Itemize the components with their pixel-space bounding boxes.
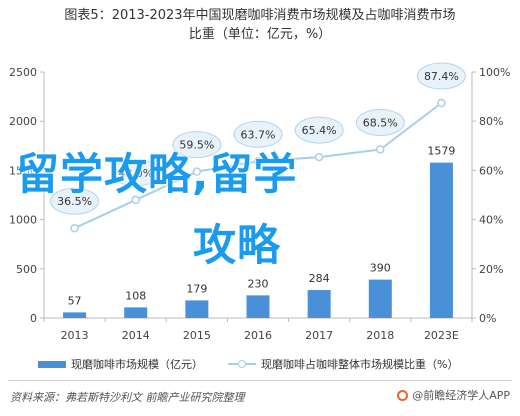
line-value-label: 68.5%: [363, 116, 398, 129]
watermark-line2: 攻略: [193, 221, 281, 271]
y-left-tick-label: 2500: [9, 66, 37, 79]
bar-value-label: 179: [186, 282, 207, 295]
line-value-bubble: [355, 108, 405, 136]
brand: @前瞻经济学人APP: [397, 387, 510, 403]
x-tick-label: 2023E: [424, 329, 459, 342]
bar-value-label: 57: [68, 294, 82, 307]
line-point: [314, 152, 324, 162]
x-tick-label: 2016: [244, 329, 272, 342]
line-point: [70, 223, 79, 233]
line-value-bubble: [50, 187, 100, 215]
bar: [124, 307, 148, 318]
bar-value-label: 230: [248, 277, 269, 290]
legend-line-label: 现磨咖啡占咖啡整体市场规模比重（%）: [261, 358, 459, 371]
y-left-tick-label: 0: [30, 312, 37, 325]
y-right-tick-label: 20%: [479, 263, 503, 276]
x-tick-label: 2015: [183, 329, 211, 342]
line-value-bubble: [233, 120, 283, 148]
brand-logo-icon: [397, 389, 409, 401]
x-tick-label: 2014: [122, 329, 150, 342]
line-value-bubble: [111, 159, 161, 187]
line-point: [437, 98, 446, 108]
y-right-tick-label: 80%: [479, 115, 503, 128]
chart-title-line2: 比重（单位：亿元，%）: [188, 27, 332, 42]
bar: [63, 312, 87, 318]
line-value-label: 36.5%: [57, 195, 92, 208]
legend-bar-swatch: [38, 360, 66, 368]
chart-title: 图表5：2013-2023年中国现磨咖啡消费市场规模及占咖啡消费市场 比重（单位…: [8, 6, 512, 44]
bar-value-label: 108: [125, 289, 146, 302]
line-value-label: 63.7%: [241, 128, 276, 141]
line-value-bubble: [416, 62, 466, 90]
x-tick-label: 2013: [61, 329, 89, 342]
bar: [185, 300, 209, 318]
line-point: [131, 195, 140, 205]
bar-value-label: 1579: [427, 145, 455, 158]
y-right-tick-label: 0%: [479, 312, 496, 325]
y-left-tick-label: 1000: [9, 214, 37, 227]
source-note: 资料来源：弗若斯特沙利文 前瞻产业研究院整理: [10, 391, 245, 404]
bar: [246, 295, 270, 318]
x-tick-label: 2018: [366, 329, 394, 342]
y-right-tick-label: 40%: [479, 214, 503, 227]
legend-item-line: 现磨咖啡占咖啡整体市场规模比重（%）: [228, 356, 458, 372]
bar-value-label: 284: [309, 272, 330, 285]
line-point: [253, 157, 263, 166]
combo-chart: 0 500 1000 1500 2000 2500 0% 20% 40% 60% 80% 100% 20…: [9, 62, 510, 342]
brand-label: @前瞻经济学人APP: [412, 389, 510, 402]
line-value-bubble: [172, 131, 222, 159]
legend-bar-label: 现磨咖啡市场规模（亿元）: [71, 358, 203, 371]
bar: [307, 290, 331, 318]
chart-legend: 现磨咖啡市场规模（亿元） 现磨咖啡占咖啡整体市场规模比重（%）: [0, 356, 520, 374]
line-value-label: 48.0%: [118, 167, 153, 180]
y-right-tick-label: 100%: [479, 66, 510, 79]
legend-line-swatch: [228, 360, 256, 368]
line-point: [376, 145, 385, 154]
y-left-tick-label: 500: [16, 263, 37, 276]
x-tick-label: 2017: [305, 329, 333, 342]
bar: [429, 162, 453, 318]
line-point: [192, 167, 202, 176]
y-left-tick-label: 1500: [9, 164, 37, 177]
y-left-tick-label: 2000: [9, 115, 37, 128]
line-value-label: 65.4%: [302, 124, 337, 137]
line-value-label: 59.5%: [179, 139, 214, 152]
line-value-label: 87.4%: [424, 70, 459, 83]
footer-divider: [8, 380, 512, 381]
legend-item-bars: 现磨咖啡市场规模（亿元）: [38, 356, 203, 372]
line-value-bubble: [294, 116, 344, 144]
y-right-tick-label: 60%: [479, 164, 503, 177]
watermark-line1: 留学攻略,留学: [16, 150, 298, 200]
chart-title-line1: 图表5：2013-2023年中国现磨咖啡消费市场规模及占咖啡消费市场: [64, 8, 456, 23]
bar: [368, 279, 392, 318]
bar-value-label: 390: [370, 262, 391, 275]
